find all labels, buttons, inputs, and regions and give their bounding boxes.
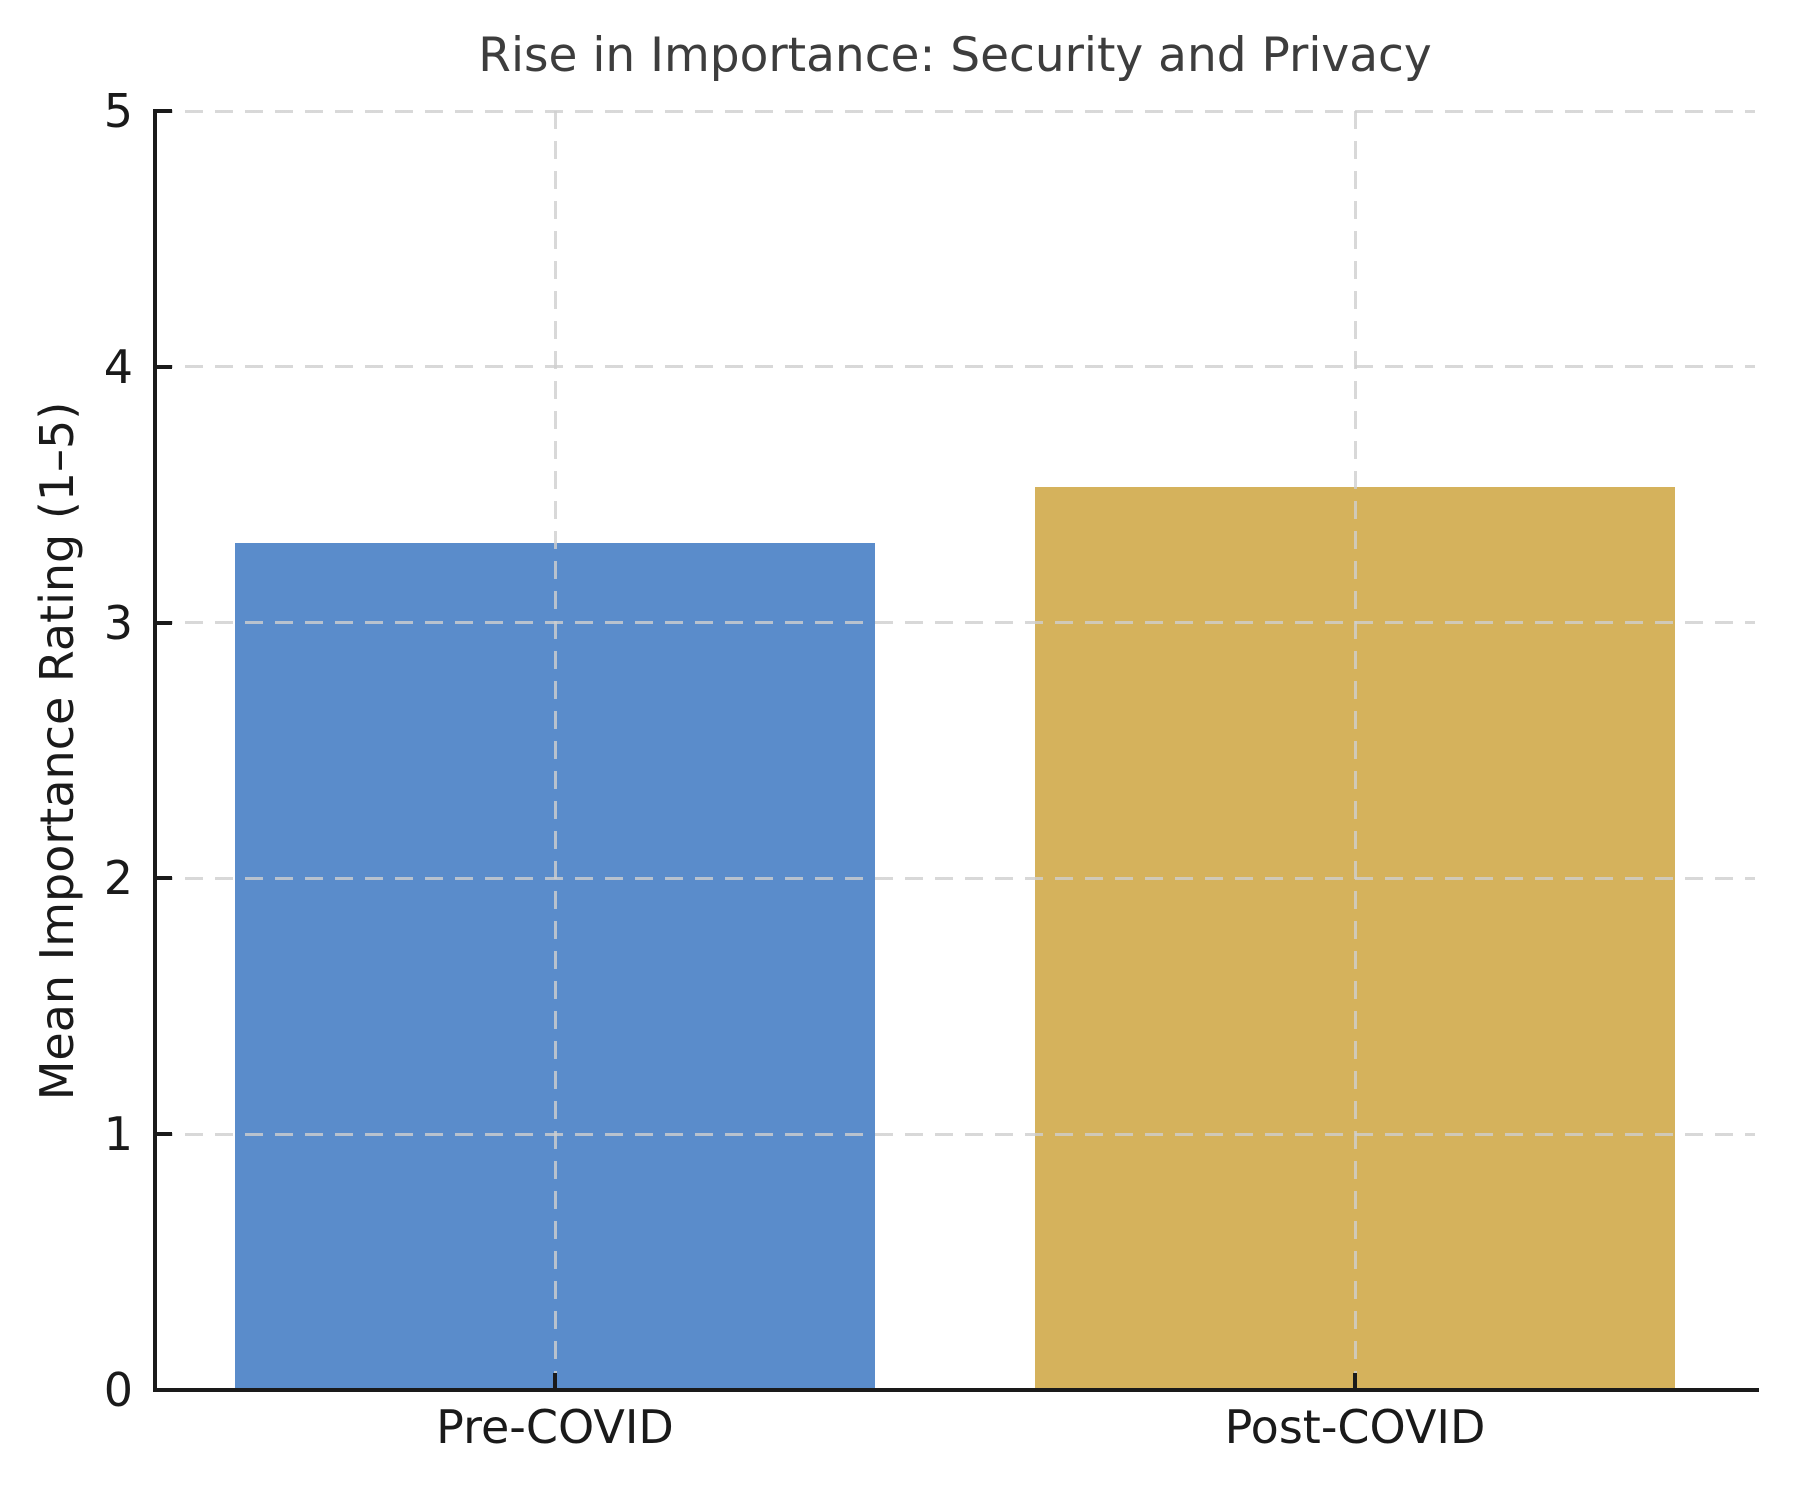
y-tick-mark	[155, 364, 172, 369]
x-gridline	[553, 111, 557, 1390]
y-gridline	[155, 621, 1755, 625]
y-gridline	[155, 109, 1755, 113]
y-axis-label: Mean Importance Rating (1–5)	[30, 401, 84, 1100]
y-axis-spine	[153, 109, 157, 1392]
y-tick-label: 3	[103, 595, 133, 650]
y-tick-label: 5	[103, 84, 133, 138]
y-gridline	[155, 365, 1755, 369]
x-tick-label: Post-COVID	[1224, 1400, 1486, 1454]
x-tick-mark	[1353, 1373, 1357, 1390]
x-gridline	[1353, 111, 1357, 1390]
chart-title: Rise in Importance: Security and Privacy	[478, 28, 1432, 83]
y-tick-mark	[155, 620, 172, 625]
y-tick-label: 1	[103, 1107, 133, 1162]
y-tick-mark	[155, 1132, 172, 1137]
y-gridline	[155, 876, 1755, 880]
x-tick-mark	[553, 1373, 557, 1390]
plot-area: Mean Importance Rating (1–5) 0 1 2 3 4 5 Pre-C…	[30, 88, 1759, 1450]
y-tick-label: 2	[103, 851, 133, 906]
y-tick-mark	[155, 109, 172, 113]
x-axis-spine	[153, 1388, 1759, 1392]
x-tick-label: Pre-COVID	[436, 1400, 674, 1454]
y-gridline	[155, 1132, 1755, 1136]
y-tick-label: 0	[103, 1363, 133, 1417]
y-tick-label: 4	[103, 339, 133, 394]
y-tick-mark	[155, 876, 172, 881]
